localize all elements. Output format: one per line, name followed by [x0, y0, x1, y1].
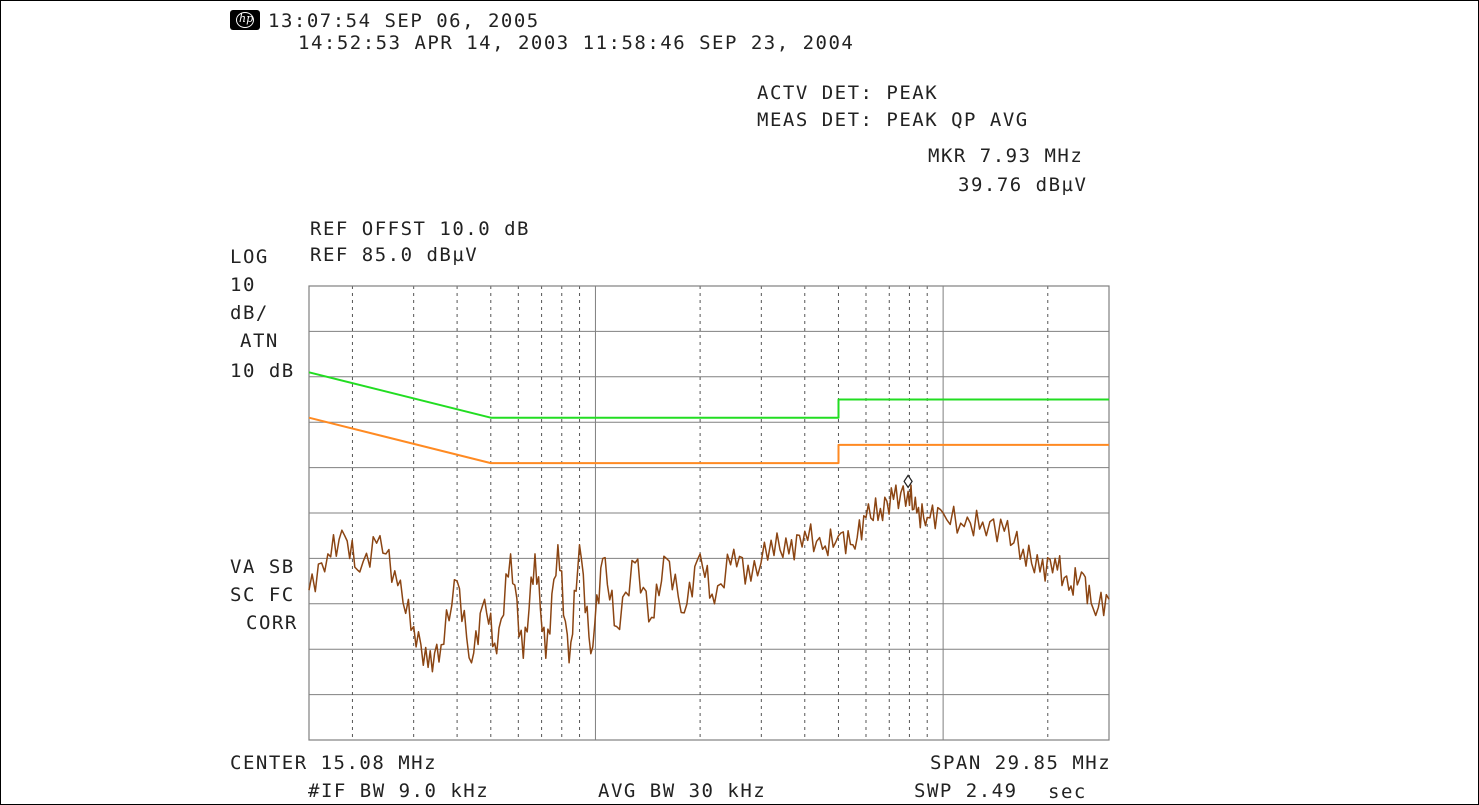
attenuation-label: ATN	[240, 330, 279, 352]
quasi-peak-limit-line	[308, 371, 1109, 419]
hp-logo: hp	[230, 10, 260, 30]
plot-border	[308, 285, 1110, 741]
hp-logo-mark: hp	[239, 12, 254, 25]
current-timestamp: 13:07:54 SEP 06, 2005	[268, 10, 540, 32]
status-flags-2: SC FC	[230, 584, 295, 606]
measurement-trace	[308, 484, 1110, 673]
attenuation-value: 10 dB	[230, 360, 295, 382]
marker-diamond-icon	[903, 474, 913, 489]
reference-offset: REF OFFST 10.0 dB	[310, 218, 530, 240]
correction-flag: CORR	[246, 612, 298, 634]
average-limit-line	[308, 416, 1109, 465]
measurement-detectors: MEAS DET: PEAK QP AVG	[757, 109, 1029, 131]
center-frequency: CENTER 15.08 MHz	[230, 752, 438, 774]
trace-timestamps: 14:52:53 APR 14, 2003 11:58:46 SEP 23, 2…	[298, 32, 855, 54]
if-bandwidth: #IF BW 9.0 kHz	[308, 780, 490, 802]
sweep-time: SWP 2.49	[914, 780, 1018, 802]
marker-frequency: MKR 7.93 MHz	[928, 145, 1084, 167]
frequency-span: SPAN 29.85 MHz	[930, 752, 1112, 774]
log-scale-label: LOG	[230, 246, 269, 268]
reference-level: REF 85.0 dBµV	[310, 244, 479, 266]
scale-value: 10	[230, 274, 256, 296]
hp-logo-ring	[236, 12, 254, 28]
sweep-time-unit: sec	[1048, 781, 1087, 803]
status-flags-1: VA SB	[230, 556, 295, 578]
active-detector: ACTV DET: PEAK	[757, 82, 939, 104]
scale-unit: dB/	[230, 302, 269, 324]
average-bandwidth: AVG BW 30 kHz	[598, 780, 767, 802]
marker-level: 39.76 dBµV	[958, 174, 1088, 196]
